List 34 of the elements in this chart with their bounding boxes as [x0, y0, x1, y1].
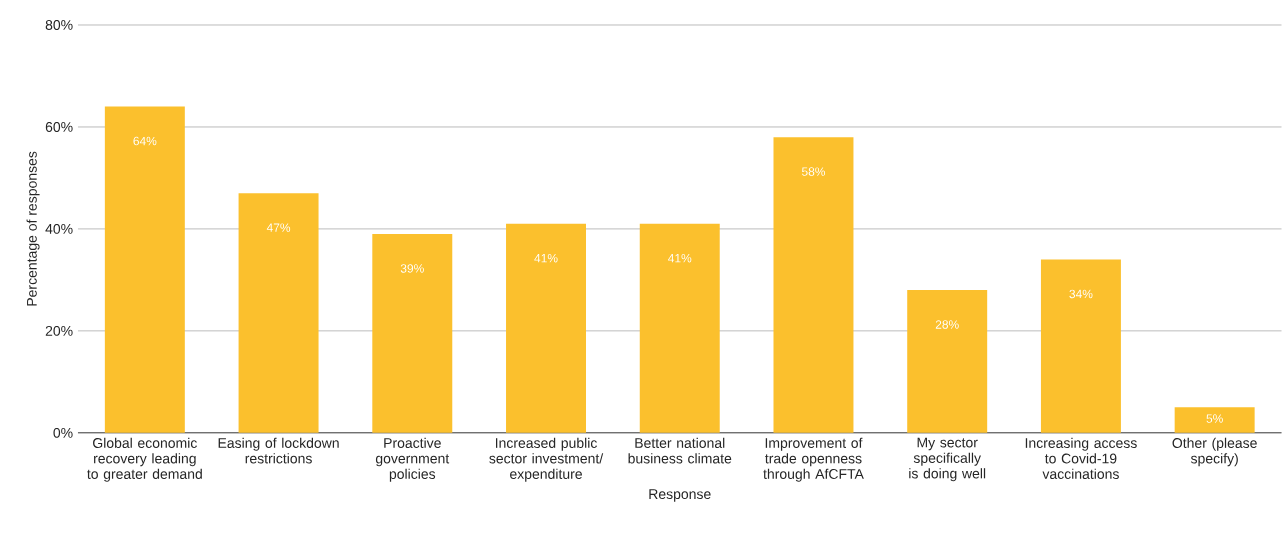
y-tick-label: 60%	[45, 122, 73, 133]
data-label: 28%	[935, 320, 959, 329]
data-label: 64%	[133, 136, 157, 146]
bar	[1174, 407, 1255, 433]
y-tick-label: 40%	[45, 224, 73, 234]
data-label: 47%	[266, 223, 291, 232]
y-tick-label: 80%	[45, 20, 73, 31]
x-tick-label: Other (please specify)	[1172, 437, 1257, 467]
x-axis-title: Response	[649, 489, 711, 502]
y-tick-label: 20%	[45, 326, 73, 336]
x-tick-label: Increased public sector investment/ expenditure	[489, 437, 604, 482]
y-tick-label: 0%	[53, 427, 73, 438]
bar	[238, 193, 319, 433]
data-label: 5%	[1206, 414, 1223, 423]
y-axis-title: Percentage of responses	[26, 151, 40, 306]
data-label: 58%	[801, 167, 826, 176]
data-label: 39%	[400, 264, 424, 273]
data-label: 41%	[668, 254, 692, 263]
x-tick-label: Proactive government policies	[375, 437, 450, 482]
x-tick-label: Easing of lockdown restrictions	[218, 437, 339, 464]
x-tick-label: Improvement of trade openness through AfCFTA	[763, 437, 864, 482]
bar	[372, 234, 453, 433]
data-label: 34%	[1069, 289, 1093, 299]
bar	[907, 290, 988, 433]
bar	[639, 223, 720, 433]
bar	[773, 137, 854, 433]
bar	[1040, 259, 1121, 433]
x-tick-label: Better national business climate	[628, 437, 732, 464]
x-tick-label: Global economic recovery leading to greater demand	[87, 437, 202, 482]
bar	[506, 223, 586, 433]
x-tick-label: My sector specifically is doing well	[909, 437, 986, 482]
x-tick-label: Increasing access to Covid-19 vaccinations	[1025, 437, 1137, 480]
bar	[104, 106, 185, 433]
data-label: 41%	[534, 254, 558, 263]
